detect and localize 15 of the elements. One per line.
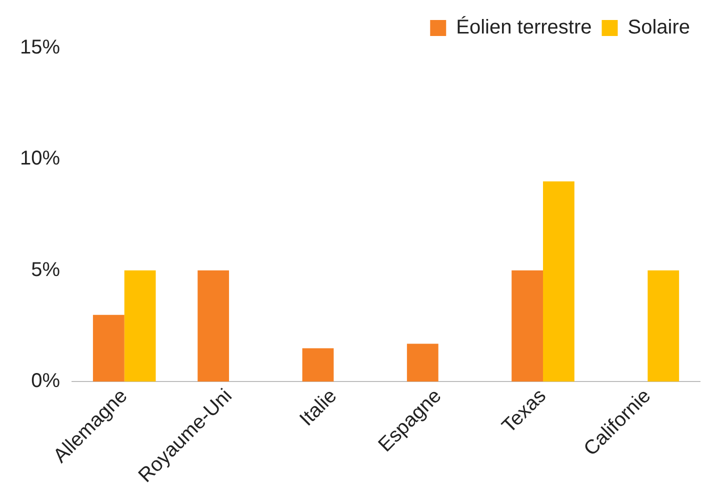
y-tick-label: 0% bbox=[31, 370, 60, 392]
legend-label: Solaire bbox=[628, 16, 690, 39]
bar bbox=[648, 270, 680, 382]
y-tick-label: 10% bbox=[20, 148, 60, 170]
bar bbox=[198, 270, 230, 382]
bar bbox=[124, 270, 156, 382]
y-tick-label: 15% bbox=[20, 36, 60, 59]
bar bbox=[92, 314, 124, 382]
bar bbox=[512, 270, 544, 382]
x-tick-label: Italie bbox=[296, 384, 342, 430]
bar bbox=[543, 181, 574, 382]
bar bbox=[406, 344, 438, 382]
y-tick-label: 5% bbox=[31, 258, 60, 281]
legend-label: Éolien terrestre bbox=[456, 16, 592, 39]
bar bbox=[302, 348, 334, 382]
